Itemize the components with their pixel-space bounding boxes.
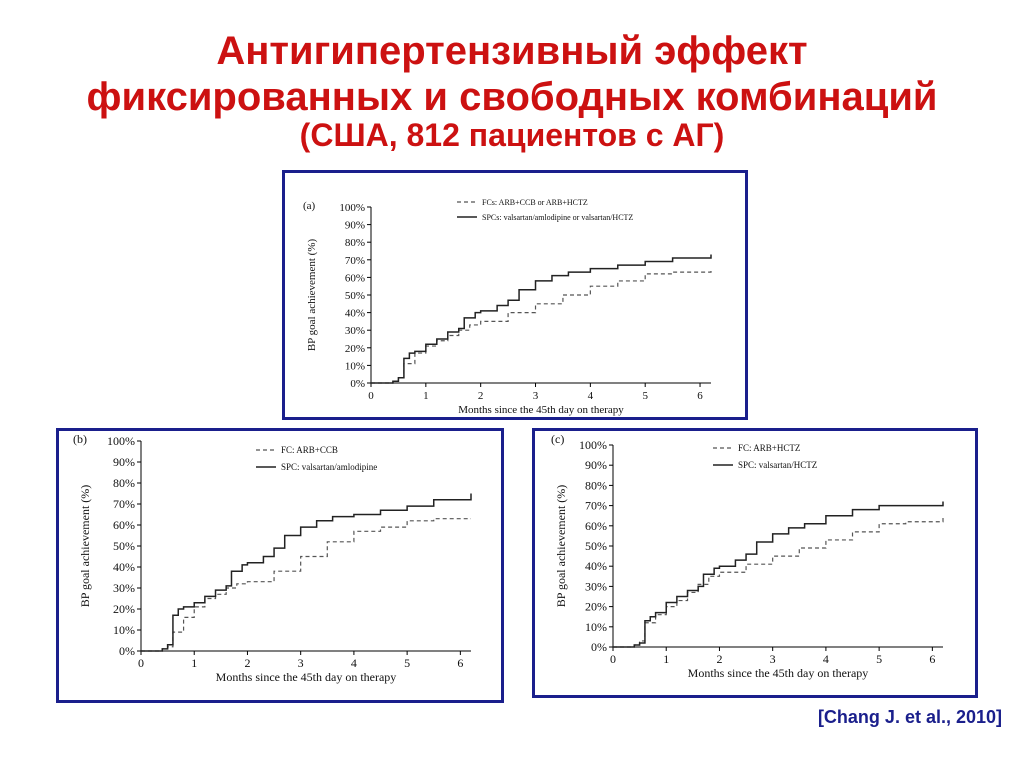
legend-label: SPCs: valsartan/amlodipine or valsartan/… — [482, 213, 633, 222]
y-tick-label: 60% — [345, 272, 365, 284]
x-tick-label: 5 — [642, 390, 648, 402]
x-tick-label: 6 — [697, 390, 703, 402]
y-tick-label: 70% — [345, 255, 365, 267]
legend-label: FC: ARB+CCB — [281, 445, 338, 455]
x-tick-label: 1 — [663, 652, 669, 666]
series-line-dashed — [613, 515, 944, 648]
series-line-solid — [613, 501, 944, 648]
x-tick-label: 6 — [929, 652, 935, 666]
legend-label: SPC: valsartan/HCTZ — [738, 460, 817, 470]
x-tick-label: 0 — [138, 656, 144, 670]
y-tick-label: 70% — [113, 497, 135, 511]
panel-label: (a) — [303, 200, 316, 212]
y-axis-label: BP goal achievement (%) — [554, 485, 568, 608]
y-tick-label: 0% — [591, 640, 607, 654]
chart-panel-b: (b) 0% 10% 20% 30% 40% 50% 60% 70% 80% 90% 100% 0 1 2 3… — [56, 428, 504, 703]
x-tick-label: 5 — [876, 652, 882, 666]
x-tick-label: 1 — [423, 390, 429, 402]
x-tick-label: 3 — [770, 652, 776, 666]
x-axis-label: Months since the 45th day on therapy — [216, 670, 397, 684]
y-tick-label: 100% — [107, 434, 135, 448]
x-tick-label: 4 — [351, 656, 357, 670]
y-tick-label: 10% — [113, 623, 135, 637]
y-tick-label: 20% — [345, 343, 365, 355]
y-tick-label: 10% — [345, 360, 365, 372]
legend-label: FCs: ARB+CCB or ARB+HCTZ — [482, 198, 588, 207]
panel-label: (c) — [551, 432, 564, 446]
x-tick-label: 1 — [191, 656, 197, 670]
x-tick-label: 6 — [457, 656, 463, 670]
page-title-line-2: фиксированных и свободных комбинаций — [86, 75, 938, 119]
series-line-dashed — [141, 518, 471, 652]
chart-a-svg: (a) 0% 10% 20% 30% 40% 50% 60% 70% 80% 90% 100% 0 1 2 3… — [303, 198, 712, 416]
legend-label: FC: ARB+HCTZ — [738, 443, 800, 453]
y-axis-label: BP goal achievement (%) — [306, 239, 318, 352]
series-line-dashed — [371, 268, 712, 384]
y-tick-label: 100% — [339, 202, 365, 214]
x-tick-label: 2 — [716, 652, 722, 666]
y-tick-label: 60% — [585, 519, 607, 533]
y-tick-label: 90% — [113, 455, 135, 469]
citation: [Chang J. et al., 2010] — [817, 707, 1002, 727]
chart-panel-a: (a) 0% 10% 20% 30% 40% 50% 60% 70% 80% 90% 100% 0 1 2 3… — [282, 170, 748, 420]
y-axis-label: BP goal achievement (%) — [78, 485, 92, 608]
x-tick-label: 4 — [823, 652, 829, 666]
chart-panel-c: (c) 0% 10% 20% 30% 40% 50% 60% 70% 80% 90% 100% 0 1 2 3… — [532, 428, 978, 698]
series-line-solid — [141, 493, 472, 652]
chart-c-svg: (c) 0% 10% 20% 30% 40% 50% 60% 70% 80% 90% 100% 0 1 2 3… — [551, 432, 944, 680]
x-tick-label: 0 — [368, 390, 374, 402]
y-tick-label: 90% — [585, 458, 607, 472]
y-tick-label: 80% — [113, 476, 135, 490]
page-subtitle: (США, 812 пациентов с АГ) — [299, 117, 725, 153]
y-tick-label: 20% — [113, 602, 135, 616]
page-title-line-1: Антигипертензивный эффект — [216, 29, 808, 73]
y-tick-label: 40% — [585, 559, 607, 573]
y-tick-label: 40% — [345, 308, 365, 320]
y-tick-label: 40% — [113, 560, 135, 574]
y-tick-label: 60% — [113, 518, 135, 532]
y-tick-label: 20% — [585, 600, 607, 614]
y-tick-label: 80% — [345, 237, 365, 249]
x-tick-label: 3 — [533, 390, 539, 402]
y-tick-label: 50% — [585, 539, 607, 553]
y-tick-label: 100% — [579, 438, 607, 452]
y-tick-label: 10% — [585, 620, 607, 634]
y-tick-label: 30% — [345, 325, 365, 337]
x-tick-label: 4 — [588, 390, 594, 402]
chart-b-svg: (b) 0% 10% 20% 30% 40% 50% 60% 70% 80% 90% 100% 0 1 2 3… — [73, 432, 472, 684]
x-tick-label: 5 — [404, 656, 410, 670]
panel-label: (b) — [73, 432, 87, 446]
x-axis-label: Months since the 45th day on therapy — [458, 404, 624, 416]
y-tick-label: 90% — [345, 220, 365, 232]
y-tick-label: 30% — [585, 579, 607, 593]
y-tick-label: 80% — [585, 478, 607, 492]
x-tick-label: 2 — [478, 390, 484, 402]
y-tick-label: 50% — [345, 290, 365, 302]
legend-label: SPC: valsartan/amlodipine — [281, 462, 377, 472]
x-tick-label: 2 — [244, 656, 250, 670]
x-tick-label: 0 — [610, 652, 616, 666]
y-tick-label: 0% — [350, 378, 365, 390]
x-tick-label: 3 — [298, 656, 304, 670]
y-tick-label: 0% — [119, 644, 135, 658]
series-line-solid — [371, 254, 712, 384]
y-tick-label: 70% — [585, 499, 607, 513]
x-axis-label: Months since the 45th day on therapy — [688, 666, 869, 680]
y-tick-label: 30% — [113, 581, 135, 595]
y-tick-label: 50% — [113, 539, 135, 553]
